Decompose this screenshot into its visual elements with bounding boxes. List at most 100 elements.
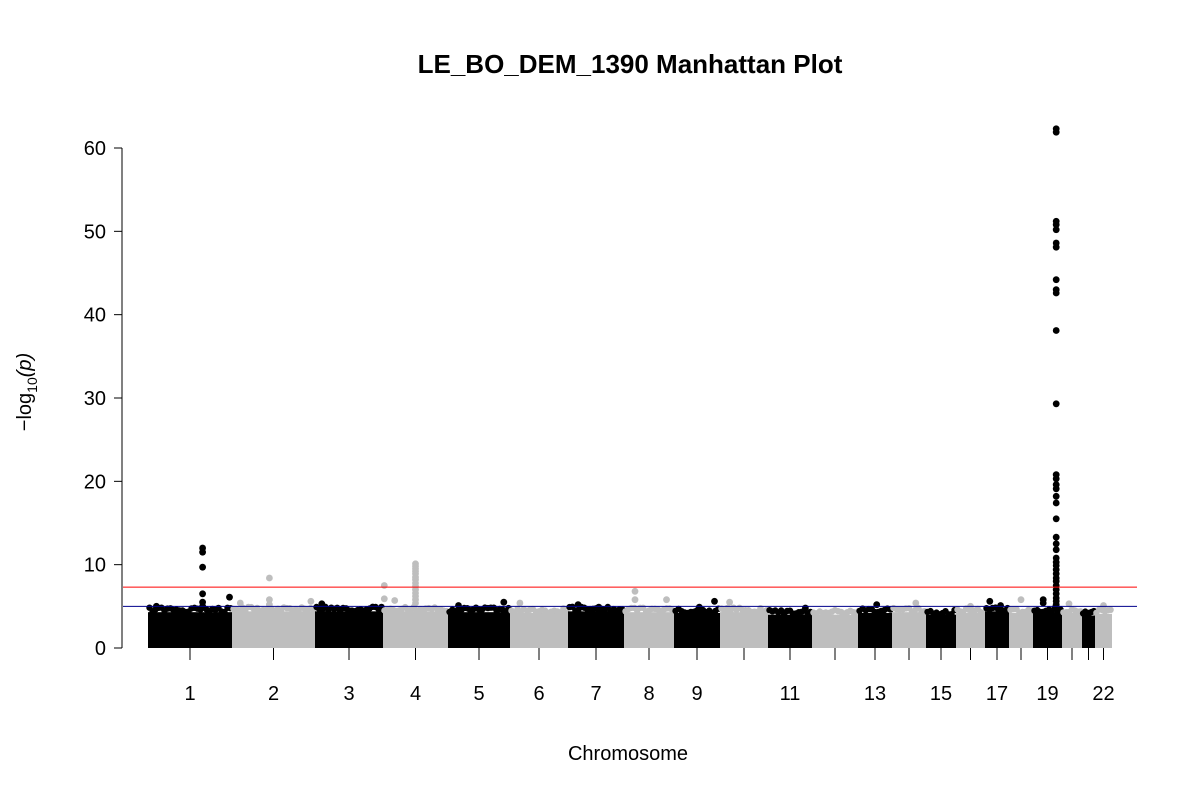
snp-point <box>1052 226 1060 234</box>
snp-point <box>412 599 419 607</box>
data-points <box>146 125 1114 648</box>
chromosome-4-bulk <box>383 611 448 648</box>
x-tick-label: 2 <box>268 683 279 705</box>
snp-point <box>1052 475 1060 483</box>
snp-point <box>266 574 273 582</box>
x-tick-label: 11 <box>780 683 801 705</box>
x-axis-label: Chromosome <box>568 743 688 765</box>
chromosome-11-bulk <box>768 614 812 648</box>
snp-point <box>1100 602 1107 609</box>
snp-point <box>266 596 273 604</box>
y-axis-label: −log10(p) <box>14 353 40 431</box>
chromosome-12-bulk <box>812 614 858 648</box>
snp-point <box>595 603 603 611</box>
x-tick-label: 8 <box>643 683 654 705</box>
y-axis: 0 10 20 30 40 50 60 <box>84 138 123 660</box>
chromosome-17-bulk <box>985 611 1009 648</box>
snp-point <box>695 603 703 611</box>
snp-point <box>226 593 233 601</box>
chromosome-2-bulk <box>232 611 315 648</box>
y-tick-label: 50 <box>84 221 106 243</box>
y-tick-label: 40 <box>84 305 106 327</box>
x-tick-label: 5 <box>473 683 484 705</box>
x-tick-label: 4 <box>410 683 421 705</box>
y-axis-label-subscript: 10 <box>24 377 40 393</box>
x-tick-label: 19 <box>1036 683 1058 705</box>
chromosome-3-bulk <box>315 611 383 648</box>
y-tick-label: 30 <box>84 388 106 410</box>
chromosome-7-bulk <box>568 611 624 648</box>
chromosome-10-bulk <box>720 612 768 648</box>
y-axis-label-main: −log <box>14 393 36 431</box>
snp-point <box>663 596 670 604</box>
snp-point <box>1052 492 1060 500</box>
chromosome-22-bulk <box>1095 613 1112 648</box>
snp-point <box>266 601 273 609</box>
snp-point <box>380 595 388 603</box>
snp-point <box>199 563 207 571</box>
snp-point <box>1052 327 1060 334</box>
x-axis: 1 2 3 4 5 6 7 8 9 11 13 15 17 19 22 <box>184 648 1115 705</box>
snp-point <box>873 601 881 609</box>
snp-point <box>1065 600 1073 608</box>
chromosome-19-bulk <box>1033 612 1062 648</box>
chromosome-20-bulk <box>1062 613 1082 648</box>
snp-point <box>1017 596 1025 604</box>
snp-point <box>318 600 326 608</box>
snp-point <box>1052 601 1060 609</box>
y-tick-label: 10 <box>84 555 106 577</box>
chromosome-9-bulk <box>674 613 720 648</box>
snp-point <box>986 597 994 605</box>
snp-point <box>380 582 388 589</box>
x-tick-label: 6 <box>533 683 544 705</box>
snp-point <box>1052 485 1060 493</box>
snp-point <box>199 590 207 598</box>
y-tick-label: 0 <box>95 638 106 660</box>
snp-point <box>1052 499 1060 507</box>
snp-point <box>1052 243 1060 251</box>
snp-point <box>802 604 809 612</box>
chromosome-15-bulk <box>926 614 956 648</box>
x-tick-label: 3 <box>343 683 354 705</box>
snp-point <box>1039 599 1047 607</box>
snp-point <box>574 601 582 609</box>
x-tick-label: 13 <box>864 683 886 705</box>
snp-point <box>631 596 639 604</box>
snp-point <box>1052 546 1060 554</box>
snp-point <box>1052 540 1060 548</box>
x-tick-label: 1 <box>184 683 195 705</box>
y-axis-label-arg: (p) <box>14 353 36 377</box>
snp-point <box>236 599 244 607</box>
snp-point <box>997 602 1004 609</box>
x-tick-label: 17 <box>986 683 1008 705</box>
snp-point <box>1052 276 1060 284</box>
snp-point <box>500 598 508 606</box>
snp-point <box>1107 606 1114 613</box>
chromosome-14-bulk <box>892 612 926 648</box>
snp-point <box>1052 128 1060 136</box>
chromosome-18-bulk <box>1009 613 1033 648</box>
snp-point <box>199 548 207 556</box>
y-tick-label: 20 <box>84 471 106 493</box>
snp-point <box>1052 515 1060 523</box>
snp-point <box>912 599 920 607</box>
chromosome-21-bulk <box>1082 615 1095 648</box>
snp-point <box>307 597 315 605</box>
x-tick-label: 15 <box>930 683 952 705</box>
chromosome-1-bulk <box>148 612 232 648</box>
y-tick-label: 60 <box>84 138 106 160</box>
snp-point <box>516 599 524 607</box>
x-tick-label: 9 <box>691 683 702 705</box>
x-tick-label: 22 <box>1092 683 1114 705</box>
snp-point <box>1052 289 1060 297</box>
snp-point <box>1052 221 1060 229</box>
chromosome-8-bulk <box>624 612 674 648</box>
snp-point <box>455 602 462 609</box>
x-tick-label: 7 <box>590 683 601 705</box>
snp-point <box>631 587 639 595</box>
chromosome-5-bulk <box>448 612 510 648</box>
snp-point <box>1052 533 1060 541</box>
chromosome-16-bulk <box>956 613 985 648</box>
chart-title: LE_BO_DEM_1390 Manhattan Plot <box>418 49 843 79</box>
threshold-lines <box>123 586 1137 607</box>
